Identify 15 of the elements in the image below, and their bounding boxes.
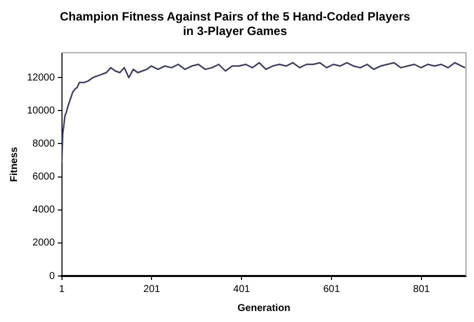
y-tick-label: 6000 bbox=[32, 172, 56, 183]
y-tick-label: 4000 bbox=[32, 204, 56, 216]
x-axis-title: Generation bbox=[238, 302, 290, 314]
x-tick-label: 801 bbox=[413, 284, 430, 295]
y-tick-label: 12000 bbox=[26, 72, 56, 84]
y-tick-label: 8000 bbox=[32, 138, 56, 150]
y-tick-label: 2000 bbox=[32, 238, 56, 249]
x-tick-label: 601 bbox=[323, 284, 340, 295]
x-tick-label: 1 bbox=[59, 284, 66, 295]
y-tick-label: 10000 bbox=[26, 105, 56, 116]
x-tick-label: 401 bbox=[233, 284, 250, 295]
x-tick-label: 201 bbox=[143, 284, 161, 295]
y-axis-title: Fitness bbox=[8, 146, 20, 182]
chart-title: Champion Fitness Against Pairs of the 5 Hand-Coded Players in 3-Player Games bbox=[60, 10, 410, 38]
y-tick-label: 0 bbox=[49, 270, 56, 282]
